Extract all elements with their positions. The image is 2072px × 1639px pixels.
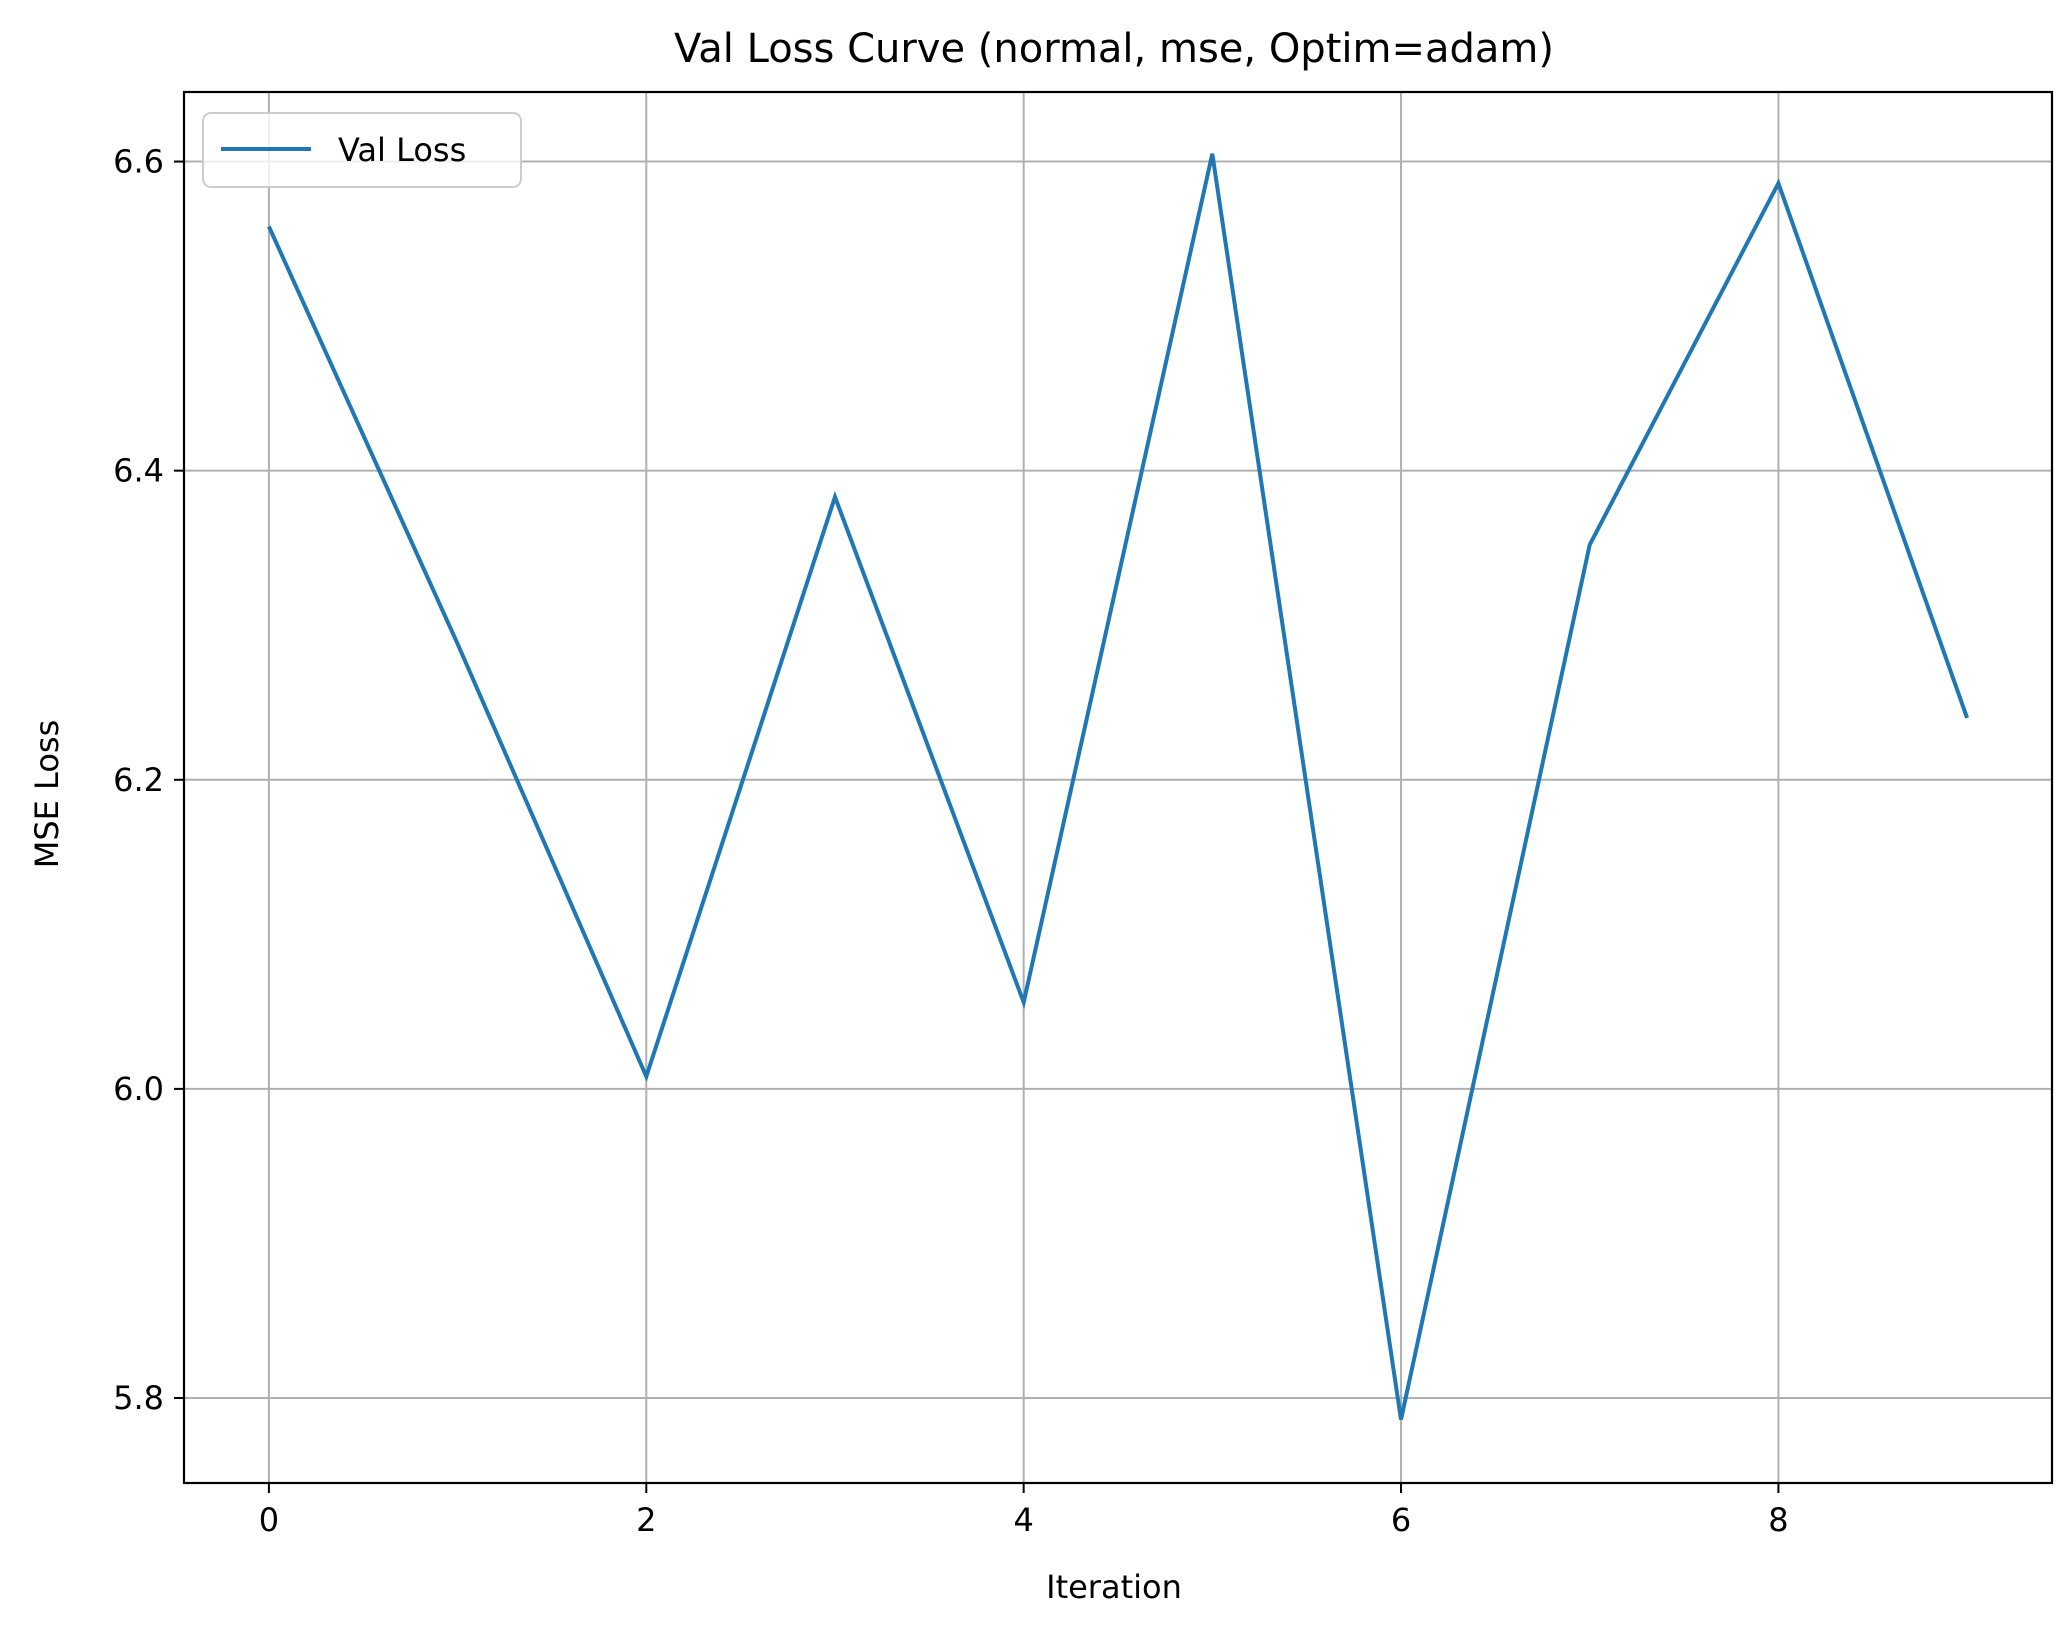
x-axis-label: Iteration [1046,1568,1182,1606]
legend-label-val-loss: Val Loss [338,131,466,169]
legend: Val Loss [203,113,521,187]
chart-title: Val Loss Curve (normal, mse, Optim=adam) [674,26,1554,72]
x-tick-label: 8 [1768,1501,1788,1539]
y-tick-label: 6.4 [113,452,164,490]
y-tick-label: 6.6 [113,143,164,181]
x-tick-label: 2 [636,1501,656,1539]
y-tick-label: 6.0 [113,1070,164,1108]
y-tick-label: 6.2 [113,761,164,799]
y-axis-label: MSE Loss [28,720,66,869]
x-tick-label: 6 [1391,1501,1411,1539]
x-tick-label: 4 [1013,1501,1033,1539]
y-tick-label: 5.8 [113,1379,164,1417]
x-tick-label: 0 [259,1501,279,1539]
